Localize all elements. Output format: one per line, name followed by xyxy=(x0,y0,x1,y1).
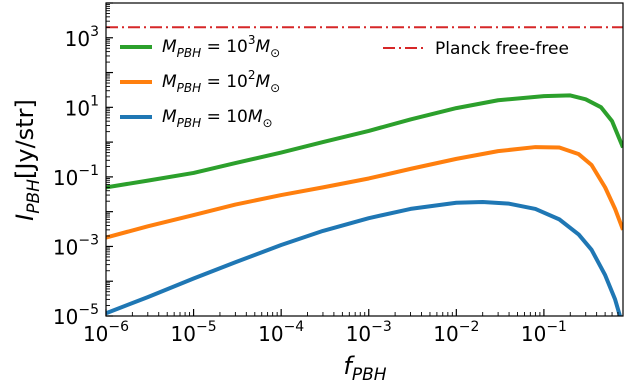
series-layer xyxy=(106,26,623,316)
series-line-2 xyxy=(106,145,623,240)
legend-label-1: MPBH = 103M⊙ xyxy=(162,33,280,60)
y-tick-label: 10−3 xyxy=(53,232,99,259)
series-line-3 xyxy=(106,199,623,316)
x-tick-label: 10−1 xyxy=(521,319,567,346)
legend-label-planck: Planck free-free xyxy=(435,39,569,59)
legend-label-2: MPBH = 102M⊙ xyxy=(162,68,280,95)
x-tick-label: 10−6 xyxy=(83,319,129,346)
y-tick-label: 101 xyxy=(65,93,99,120)
legend-label-3: MPBH = 10M⊙ xyxy=(162,107,273,130)
x-tick-label: 10−3 xyxy=(346,319,392,346)
tick-layer: 10−6 10−5 10−4 10−3 10−2 10−110−510−310−11011… xyxy=(53,2,624,346)
y-tick-label: 10−5 xyxy=(53,302,99,329)
x-tick-label: 10−5 xyxy=(171,319,217,346)
series-line-1 xyxy=(106,93,623,190)
y-tick-label: 10−1 xyxy=(53,163,99,190)
y-tick-label: 103 xyxy=(65,24,99,51)
legend: MPBH = 103M⊙ MPBH = 102M⊙ MPBH = 10M⊙ Planc… xyxy=(120,33,569,130)
x-axis-label: fPBH xyxy=(343,352,386,381)
x-tick-label: 10−4 xyxy=(258,319,304,346)
x-tick-label: 10−2 xyxy=(433,319,479,346)
y-axis-label: IPBH[Jy/str] xyxy=(11,99,44,221)
